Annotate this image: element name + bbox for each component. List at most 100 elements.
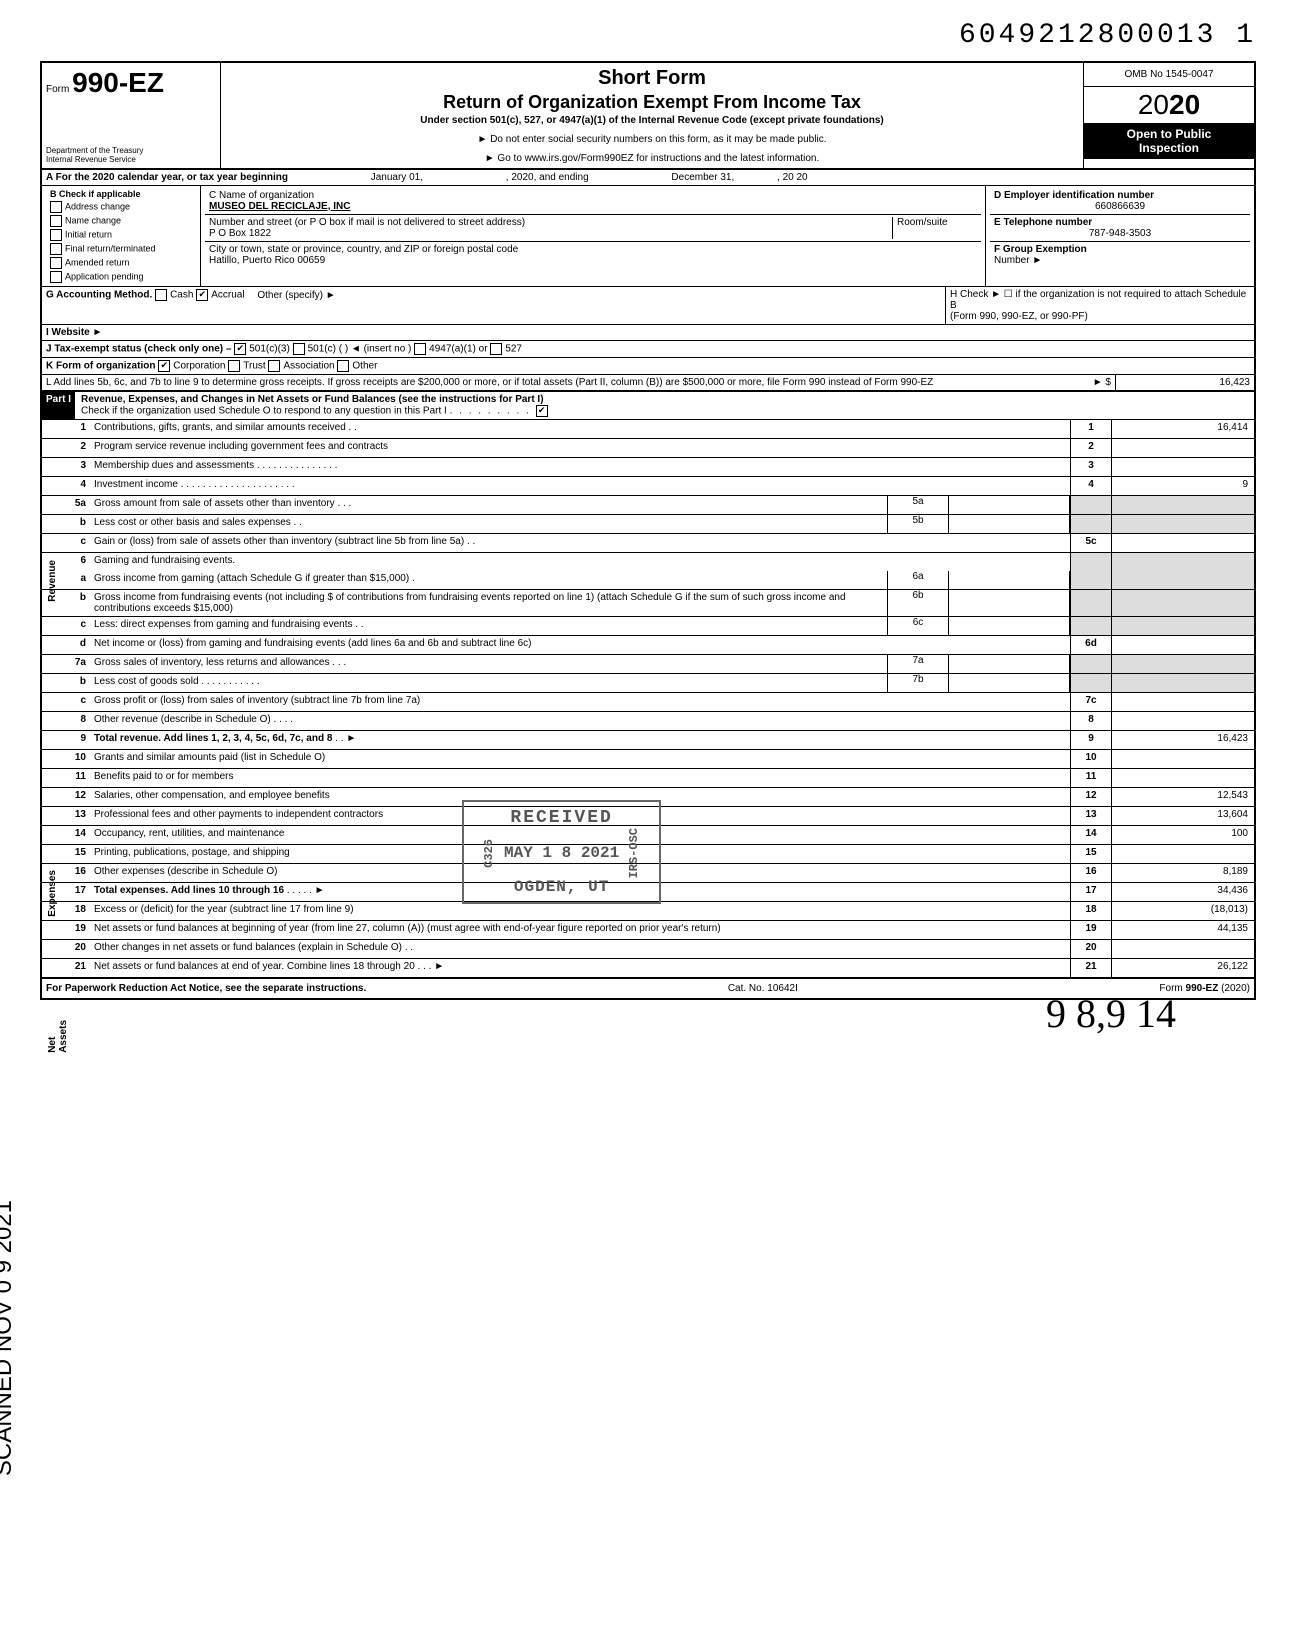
line-7a-desc: Gross sales of inventory, less returns a…: [90, 655, 887, 673]
line-1-desc: Contributions, gifts, grants, and simila…: [90, 420, 1070, 438]
line-8-desc: Other revenue (describe in Schedule O) .…: [90, 712, 1070, 730]
dept-line-1: Department of the Treasury: [46, 146, 216, 155]
checkbox-final-return[interactable]: [50, 243, 62, 255]
label-corp: Corporation: [173, 361, 225, 372]
line-15-desc: Printing, publications, postage, and shi…: [90, 845, 1070, 863]
form-prefix: Form: [46, 84, 69, 95]
footer-left: For Paperwork Reduction Act Notice, see …: [46, 983, 366, 994]
label-pending: Application pending: [65, 271, 144, 281]
checkbox-4947[interactable]: [414, 343, 426, 355]
footer-right-form: 990-EZ: [1186, 983, 1219, 994]
col-f-label2: Number ►: [994, 255, 1042, 266]
line-21-desc: Net assets or fund balances at end of ye…: [94, 961, 415, 972]
omb-number: OMB No 1545-0047: [1084, 63, 1254, 87]
line-18-val: (18,013): [1111, 902, 1254, 920]
line-7c-val: [1111, 693, 1254, 711]
line-5c-desc: Gain or (loss) from sale of assets other…: [90, 534, 1070, 552]
col-b-checkboxes: B Check if applicable Address change Nam…: [42, 186, 201, 286]
label-527: 527: [505, 344, 522, 355]
checkbox-schedule-o[interactable]: ✔: [536, 405, 548, 417]
city-value: Hatillo, Puerto Rico 00659: [209, 255, 325, 266]
line-2-val: [1111, 439, 1254, 457]
line-a-mid: , 2020, and ending: [506, 172, 589, 183]
line-16-val: 8,189: [1111, 864, 1254, 882]
line-5c-val: [1111, 534, 1254, 552]
line-20-desc: Other changes in net assets or fund bala…: [90, 940, 1070, 958]
form-subtitle: Under section 501(c), 527, or 4947(a)(1)…: [229, 115, 1075, 126]
line-j-label: J Tax-exempt status (check only one) –: [46, 344, 231, 355]
line-12-desc: Salaries, other compensation, and employ…: [90, 788, 1070, 806]
line-7c-desc: Gross profit or (loss) from sales of inv…: [90, 693, 1070, 711]
tax-year: 2020: [1084, 87, 1254, 123]
label-501c-insert: ) ◄ (insert no ): [345, 344, 412, 355]
line-l-text: L Add lines 5b, 6c, and 7b to line 9 to …: [46, 377, 933, 388]
form-title: Return of Organization Exempt From Incom…: [229, 92, 1075, 113]
line-1-val: 16,414: [1111, 420, 1254, 438]
checkbox-corp[interactable]: ✔: [158, 360, 170, 372]
line-3-desc: Membership dues and assessments . . . . …: [90, 458, 1070, 476]
checkbox-501c[interactable]: [293, 343, 305, 355]
footer-mid: Cat. No. 10642I: [728, 983, 798, 994]
open-line-2: Inspection: [1088, 141, 1250, 155]
line-6d-val: [1111, 636, 1254, 654]
checkbox-name-change[interactable]: [50, 215, 62, 227]
line-7a-box: 7a: [887, 655, 949, 673]
ssn-note: ► Do not enter social security numbers o…: [229, 134, 1075, 145]
col-c: C Name of organization MUSEO DEL RECICLA…: [201, 186, 986, 286]
checkbox-trust[interactable]: [228, 360, 240, 372]
checkbox-527[interactable]: [490, 343, 502, 355]
line-19-val: 44,135: [1111, 921, 1254, 939]
label-name-change: Name change: [65, 215, 121, 225]
col-d-label: D Employer identification number: [994, 190, 1154, 201]
line-l-arrow: ► $: [1067, 375, 1115, 390]
label-trust: Trust: [243, 361, 265, 372]
line-6b-desc: Gross income from fundraising events (no…: [90, 590, 887, 616]
checkbox-amended[interactable]: [50, 257, 62, 269]
label-address-change: Address change: [65, 201, 130, 211]
checkbox-cash[interactable]: [155, 289, 167, 301]
line-14-desc: Occupancy, rent, utilities, and maintena…: [90, 826, 1070, 844]
line-7b-desc: Less cost of goods sold . . . . . . . . …: [90, 674, 887, 692]
line-5a-box: 5a: [887, 496, 949, 514]
label-assoc: Association: [283, 361, 334, 372]
line-6c-desc: Less: direct expenses from gaming and fu…: [90, 617, 887, 635]
form-990ez: Form 990-EZ Department of the Treasury I…: [40, 61, 1256, 1000]
line-20-val: [1111, 940, 1254, 958]
checkbox-other-org[interactable]: [337, 360, 349, 372]
checkbox-assoc[interactable]: [268, 360, 280, 372]
line-a-prefix: A For the 2020 calendar year, or tax yea…: [46, 172, 288, 183]
checkbox-accrual[interactable]: ✔: [196, 289, 208, 301]
checkbox-501c3[interactable]: ✔: [234, 343, 246, 355]
year-bold: 20: [1169, 89, 1200, 120]
checkbox-pending[interactable]: [50, 271, 62, 283]
part-1-check: Check if the organization used Schedule …: [81, 406, 447, 417]
room-label: Room/suite: [892, 217, 977, 239]
line-4-val: 9: [1111, 477, 1254, 495]
line-6d-desc: Net income or (loss) from gaming and fun…: [90, 636, 1070, 654]
line-12-val: 12,543: [1111, 788, 1254, 806]
website-note: ► Go to www.irs.gov/Form990EZ for instru…: [229, 153, 1075, 164]
checkbox-initial-return[interactable]: [50, 229, 62, 241]
line-5a-desc: Gross amount from sale of assets other t…: [90, 496, 887, 514]
form-header: Form 990-EZ Department of the Treasury I…: [42, 63, 1254, 170]
line-a: A For the 2020 calendar year, or tax yea…: [42, 170, 1254, 186]
col-e-label: E Telephone number: [994, 217, 1092, 228]
label-501c: 501(c) (: [308, 344, 342, 355]
scanned-stamp: SCANNED NOV 0 9 2021: [0, 1200, 18, 1476]
col-f-label: F Group Exemption: [994, 244, 1087, 255]
label-501c3: 501(c)(3): [249, 344, 290, 355]
checkbox-address-change[interactable]: [50, 201, 62, 213]
open-inspection: Open to Public Inspection: [1084, 123, 1254, 159]
top-control-number: 6049212800013 1: [40, 20, 1256, 51]
col-def: D Employer identification number 6608666…: [986, 186, 1254, 286]
line-13-desc: Professional fees and other payments to …: [90, 807, 1070, 825]
street-label: Number and street (or P O box if mail is…: [209, 217, 525, 228]
line-14-val: 100: [1111, 826, 1254, 844]
open-line-1: Open to Public: [1088, 127, 1250, 141]
line-6b-box: 6b: [887, 590, 949, 616]
line-h-sub: (Form 990, 990-EZ, or 990-PF): [950, 311, 1088, 322]
line-18-desc: Excess or (deficit) for the year (subtra…: [90, 902, 1070, 920]
ein-value: 660866639: [994, 201, 1246, 212]
line-5b-box: 5b: [887, 515, 949, 533]
label-initial-return: Initial return: [65, 229, 112, 239]
